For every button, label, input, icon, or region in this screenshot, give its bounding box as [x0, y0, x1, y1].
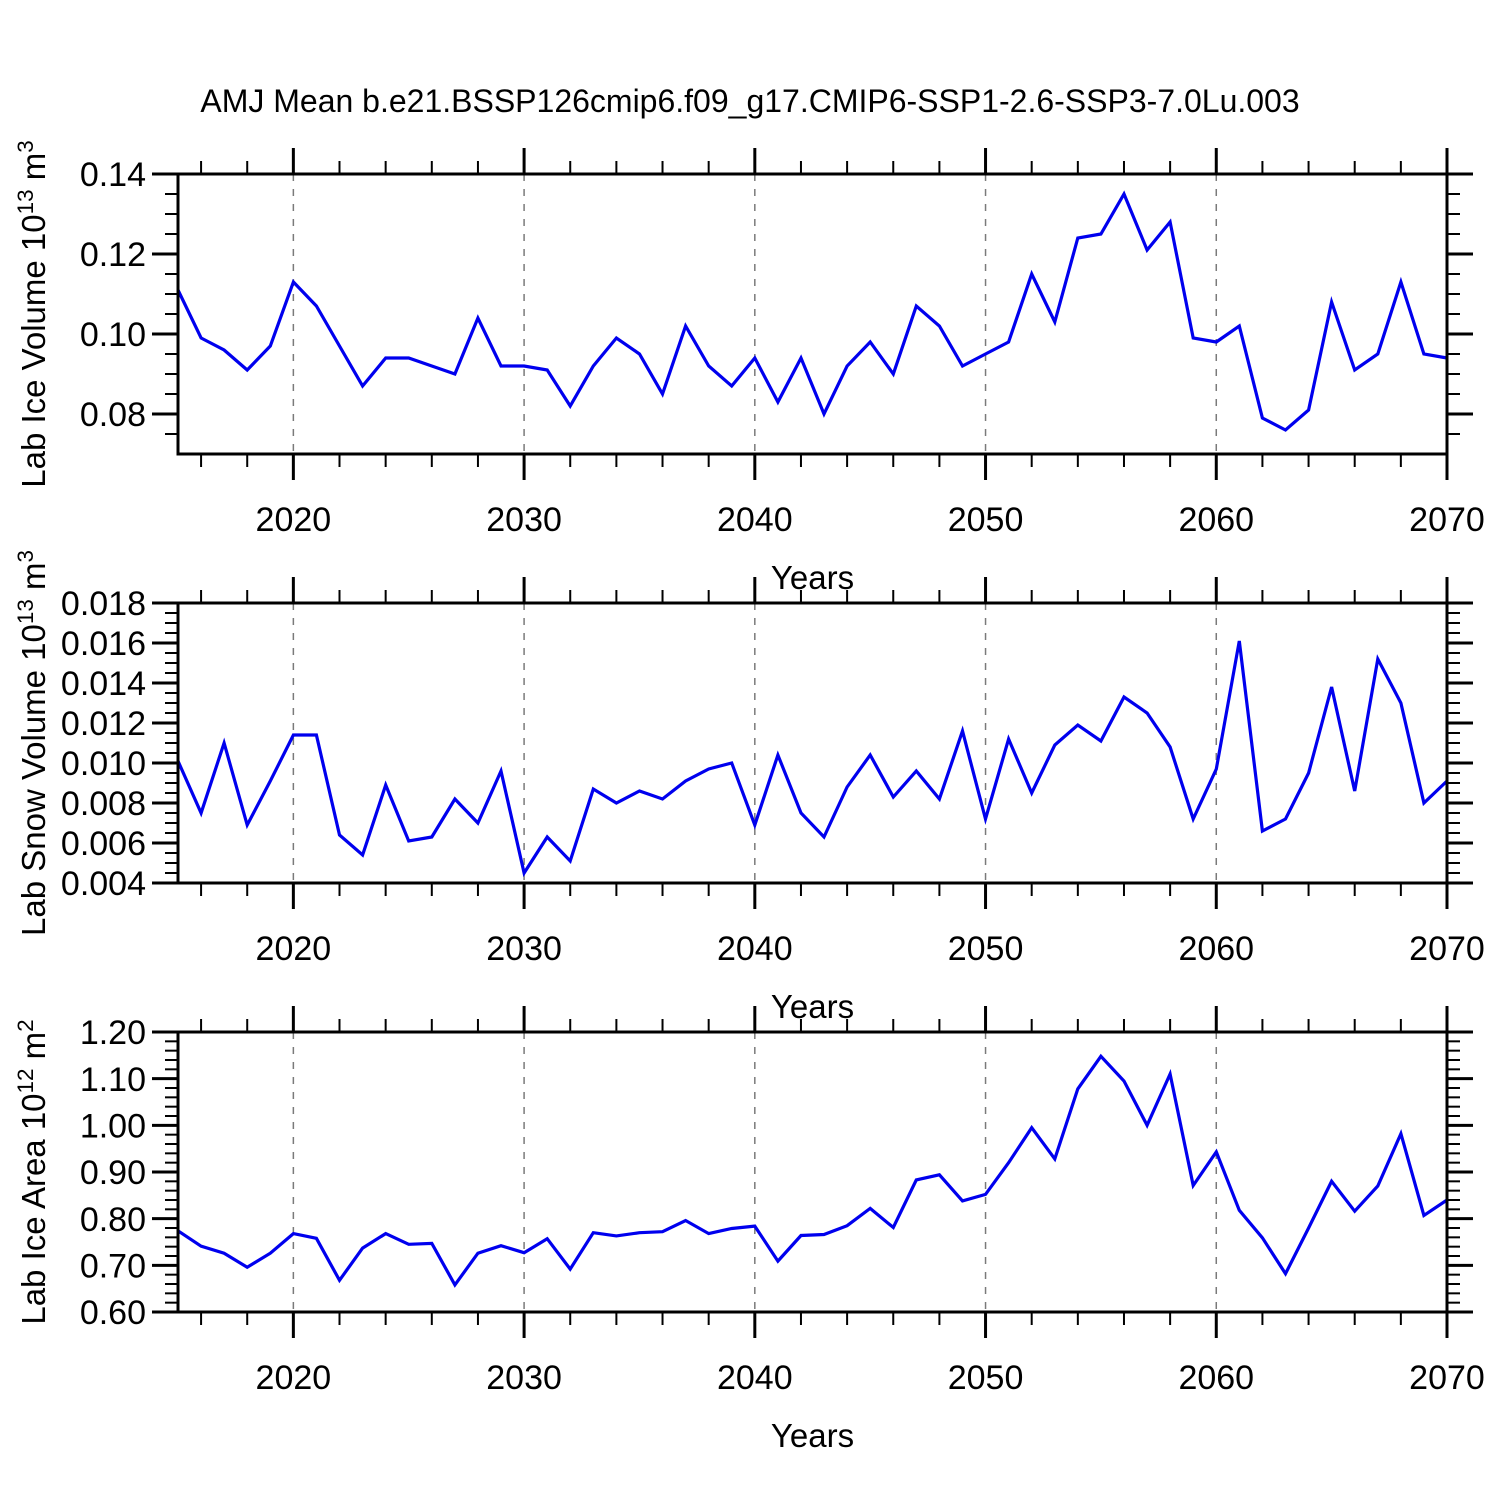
x-tick-label: 2070	[1409, 1359, 1485, 1397]
x-tick-label: 2040	[717, 930, 793, 968]
x-tick-label: 2050	[948, 501, 1024, 539]
y-tick-label: 1.00	[80, 1108, 146, 1146]
x-tick-label: 2060	[1178, 1359, 1254, 1397]
lab-ice-volume-line	[176, 190, 1448, 432]
x-tick-label: 2070	[1409, 930, 1485, 968]
y-tick-label: 1.20	[80, 1014, 146, 1052]
y-tick-label: 0.08	[80, 396, 146, 434]
x-axis-title: Years	[771, 1417, 854, 1454]
x-tick-label: 2030	[486, 930, 562, 968]
x-tick-label: 2060	[1178, 930, 1254, 968]
lab-ice-area-line	[177, 1053, 1448, 1288]
y-tick-label: 1.10	[80, 1061, 146, 1099]
y-tick-label: 0.90	[80, 1154, 146, 1192]
y-tick-label: 0.008	[61, 785, 146, 823]
lab-ice-area-panel: 0.60 0.70 0.80 0.90 1.00 1.10 1.20 2020 2030 2040…	[13, 1006, 1485, 1454]
y-tick-label: 0.014	[61, 665, 146, 703]
x-tick-label: 2020	[256, 501, 332, 539]
lab-snow-volume-panel: 0.0040.0060.0080.0100.0120.0140.0160.018…	[13, 550, 1485, 1025]
y-tick-label: 0.012	[61, 705, 146, 743]
y-tick-label: 0.14	[80, 156, 146, 194]
y-tick-label: 0.006	[61, 825, 146, 863]
y-axis-title: Lab Ice Area 1012 m2	[13, 1019, 52, 1324]
lab-ice-volume-panel: 0.08 0.10 0.12 0.14 2020 2030 2040 2050 2060 2070…	[13, 140, 1485, 596]
x-tick-label: 2030	[486, 1359, 562, 1397]
y-tick-label: 0.010	[61, 745, 146, 783]
y-tick-label: 0.70	[80, 1248, 146, 1286]
y-axis-title: Lab Ice Volume 1013 m3	[13, 140, 52, 488]
y-tick-label: 0.018	[61, 585, 146, 623]
x-axis-title: Years	[771, 988, 854, 1025]
chart-title: AMJ Mean b.e21.BSSP126cmip6.f09_g17.CMIP…	[200, 83, 1299, 119]
y-tick-label: 0.60	[80, 1294, 146, 1332]
x-tick-label: 2030	[486, 501, 562, 539]
x-tick-label: 2060	[1178, 501, 1254, 539]
y-tick-label: 0.10	[80, 316, 146, 354]
x-tick-label: 2070	[1409, 501, 1485, 539]
x-tick-label: 2040	[717, 501, 793, 539]
x-tick-label: 2050	[948, 930, 1024, 968]
y-tick-label: 0.016	[61, 625, 146, 663]
x-tick-label: 2020	[256, 1359, 332, 1397]
lab-snow-volume-line	[176, 640, 1449, 878]
x-axis-title: Years	[771, 559, 854, 596]
x-tick-label: 2050	[948, 1359, 1024, 1397]
y-axis-title: Lab Snow Volume 1013 m3	[13, 550, 52, 936]
y-tick-label: 0.004	[61, 865, 146, 903]
y-tick-label: 0.12	[80, 236, 146, 274]
y-tick-label: 0.80	[80, 1201, 146, 1239]
x-tick-label: 2020	[256, 930, 332, 968]
x-tick-label: 2040	[717, 1359, 793, 1397]
